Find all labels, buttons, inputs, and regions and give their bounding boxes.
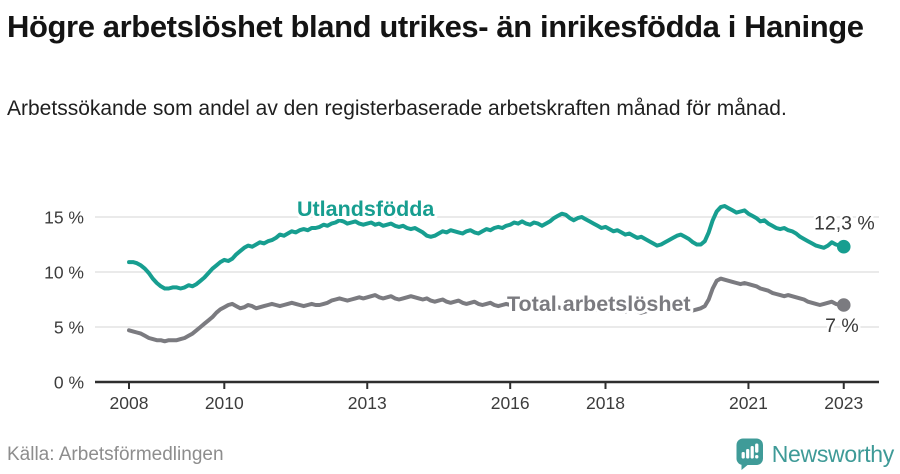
y-tick-label: 15 % — [44, 208, 84, 228]
end-value-label-total-arbetsl-shet: 7 % — [825, 315, 859, 337]
series-label-total-arbetsl-shet: Total arbetslöshet — [507, 292, 691, 316]
newsworthy-icon — [736, 438, 763, 470]
x-tick-label: 2010 — [205, 393, 244, 413]
y-tick-label: 5 % — [54, 318, 84, 338]
series-line-utlandsf-dda — [127, 204, 846, 291]
newsworthy-logo: Newsworthy — [736, 438, 894, 471]
x-tick-label: 2016 — [491, 393, 530, 413]
chart-title: Högre arbetslöshet bland utrikes- än inr… — [7, 9, 864, 44]
y-tick-label: 10 % — [44, 263, 84, 283]
series-end-dot-total-arbetsl-shet — [836, 298, 851, 312]
x-tick-label: 2008 — [110, 393, 149, 413]
series-label-utlandsf-dda: Utlandsfödda — [297, 197, 435, 221]
source-note: Källa: Arbetsförmedlingen — [7, 444, 224, 465]
chart-subtitle: Arbetssökande som andel av den registerb… — [7, 97, 787, 120]
x-tick-label: 2018 — [586, 393, 625, 413]
y-tick-label: 0 % — [54, 373, 84, 393]
x-tick-label: 2021 — [729, 393, 768, 413]
x-tick-label: 2023 — [824, 393, 863, 413]
series-end-dot-utlandsf-dda — [836, 239, 851, 254]
series-line-total-arbetsl-shet — [127, 276, 846, 344]
end-value-label-utlandsf-dda: 12,3 % — [814, 213, 875, 235]
newsworthy-wordmark: Newsworthy — [771, 441, 895, 467]
x-tick-label: 2013 — [348, 393, 387, 413]
